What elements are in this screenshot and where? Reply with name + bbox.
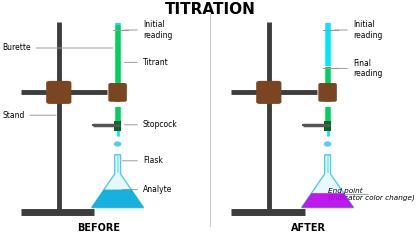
Polygon shape bbox=[302, 193, 354, 208]
Text: Final
reading: Final reading bbox=[335, 59, 382, 78]
Text: End point
(indicator color change): End point (indicator color change) bbox=[328, 187, 415, 201]
Polygon shape bbox=[302, 155, 354, 208]
Text: TITRATION: TITRATION bbox=[165, 2, 255, 18]
FancyBboxPatch shape bbox=[108, 83, 127, 102]
Text: Stand: Stand bbox=[2, 111, 56, 120]
Polygon shape bbox=[92, 190, 144, 208]
Text: Initial
reading: Initial reading bbox=[125, 20, 172, 40]
Text: Burette: Burette bbox=[2, 43, 113, 53]
Text: AFTER: AFTER bbox=[291, 223, 326, 233]
Text: BEFORE: BEFORE bbox=[77, 223, 120, 233]
Text: Flask: Flask bbox=[123, 156, 163, 165]
Text: Analyte: Analyte bbox=[123, 185, 172, 194]
FancyBboxPatch shape bbox=[114, 121, 121, 131]
FancyBboxPatch shape bbox=[256, 81, 281, 104]
Text: Initial
reading: Initial reading bbox=[335, 20, 382, 40]
Ellipse shape bbox=[114, 141, 121, 147]
FancyBboxPatch shape bbox=[324, 121, 331, 131]
Text: Titrant: Titrant bbox=[125, 58, 168, 67]
FancyBboxPatch shape bbox=[318, 83, 337, 102]
Polygon shape bbox=[92, 155, 144, 208]
Ellipse shape bbox=[324, 141, 331, 147]
FancyBboxPatch shape bbox=[46, 81, 71, 104]
Text: Stopcock: Stopcock bbox=[125, 120, 178, 129]
